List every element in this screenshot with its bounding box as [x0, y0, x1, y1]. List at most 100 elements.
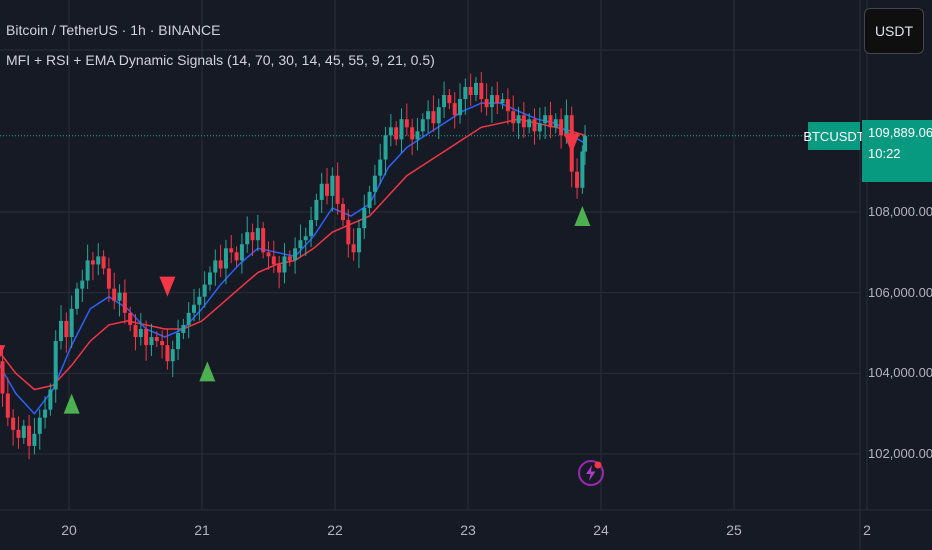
candle-body: [516, 115, 521, 124]
candle-body: [415, 131, 420, 140]
candle-body: [553, 119, 558, 128]
candle-body: [511, 111, 516, 124]
candles: [0, 72, 588, 460]
candle-body: [261, 228, 266, 253]
candle-body: [543, 115, 548, 124]
indicator-legend[interactable]: MFI + RSI + EMA Dynamic Signals (14, 70,…: [6, 52, 435, 68]
y-tick-label: 106,000.00: [868, 284, 932, 300]
candle-body: [521, 115, 526, 128]
candle-body: [106, 268, 111, 289]
y-tick-label: 108,000.00: [868, 204, 932, 219]
candle-body: [505, 99, 510, 112]
candle-body: [340, 203, 345, 221]
candle-body: [367, 191, 372, 208]
candle-body: [48, 389, 53, 410]
candle-body: [468, 86, 473, 96]
candle-body: [410, 127, 415, 140]
candle-body: [479, 82, 484, 100]
candle-body: [548, 115, 553, 128]
candle-body: [202, 284, 207, 297]
candle-body: [271, 256, 276, 265]
candle-body: [447, 95, 452, 104]
candle-body: [404, 119, 409, 128]
candle-body: [0, 361, 5, 394]
candle-body: [165, 345, 170, 362]
candle-body: [250, 232, 255, 241]
candle-body: [170, 349, 175, 362]
candle-body: [420, 119, 425, 132]
candle-body: [335, 175, 340, 204]
candle-body: [101, 256, 106, 269]
candle-body: [346, 220, 351, 245]
bar-countdown: 10:22: [868, 146, 901, 161]
candle-body: [90, 260, 95, 265]
candle-body: [537, 123, 542, 132]
candle-body: [245, 232, 250, 245]
candle-body: [43, 409, 48, 418]
candle-body: [218, 260, 223, 269]
candle-body: [160, 341, 165, 346]
x-tick-label: 25: [726, 522, 742, 538]
candle-body: [489, 95, 494, 108]
candle-body: [564, 115, 569, 136]
candle-body: [11, 417, 16, 430]
candle-body: [351, 244, 356, 253]
candle-body: [287, 256, 292, 261]
candle-body: [575, 171, 580, 188]
candle-body: [362, 207, 367, 229]
candle-body: [197, 296, 202, 305]
last-price-badge: 109,889.06 10:22: [862, 120, 932, 182]
currency-button[interactable]: USDT: [864, 8, 924, 54]
candle-body: [53, 341, 58, 390]
candle-body: [207, 272, 212, 285]
signals: [0, 133, 591, 414]
candle-body: [583, 135, 588, 152]
candle-body: [325, 183, 330, 196]
candle-body: [330, 175, 335, 196]
candle-body: [378, 159, 383, 176]
candle-body: [436, 107, 441, 124]
candle-body: [394, 127, 399, 140]
candle-body: [96, 256, 101, 265]
candle-body: [452, 103, 457, 116]
candle-body: [426, 111, 431, 120]
x-tick-label: 22: [327, 522, 343, 538]
candle-body: [495, 95, 500, 104]
candle-body: [239, 244, 244, 261]
candle-body: [431, 111, 436, 124]
x-tick-label: 20: [61, 522, 77, 538]
candle-body: [388, 127, 393, 136]
x-tick-label: 24: [593, 522, 609, 538]
candle-body: [309, 220, 314, 237]
candle-body: [356, 228, 361, 253]
symbol-title: Bitcoin / TetherUS · 1h · BINANCE: [6, 22, 221, 38]
candle-body: [5, 393, 10, 418]
symbol-price-label: BTCUSDT: [803, 122, 865, 150]
candle-body: [27, 425, 32, 446]
candle-body: [303, 236, 308, 241]
candle-body: [37, 417, 42, 434]
candle-body: [473, 82, 478, 96]
candle-body: [213, 260, 218, 273]
candle-body: [192, 304, 197, 313]
candle-body: [64, 320, 69, 338]
candle-body: [383, 135, 388, 160]
candle-body: [442, 95, 447, 108]
candle-body: [149, 337, 154, 346]
sell-signal-marker: [563, 133, 580, 154]
candle-body: [527, 119, 532, 128]
last-price-value: 109,889.06: [868, 125, 932, 140]
candle-body: [277, 264, 282, 273]
lightning-icon[interactable]: [576, 458, 606, 488]
sell-signal-marker: [159, 276, 176, 297]
candle-body: [293, 248, 298, 261]
candle-body: [532, 119, 537, 132]
candle-body: [266, 252, 271, 257]
candle-body: [112, 288, 117, 301]
candle-body: [117, 292, 122, 301]
candle-body: [234, 252, 239, 261]
buy-signal-marker: [199, 361, 216, 382]
y-tick-label: 104,000.00: [868, 365, 932, 381]
